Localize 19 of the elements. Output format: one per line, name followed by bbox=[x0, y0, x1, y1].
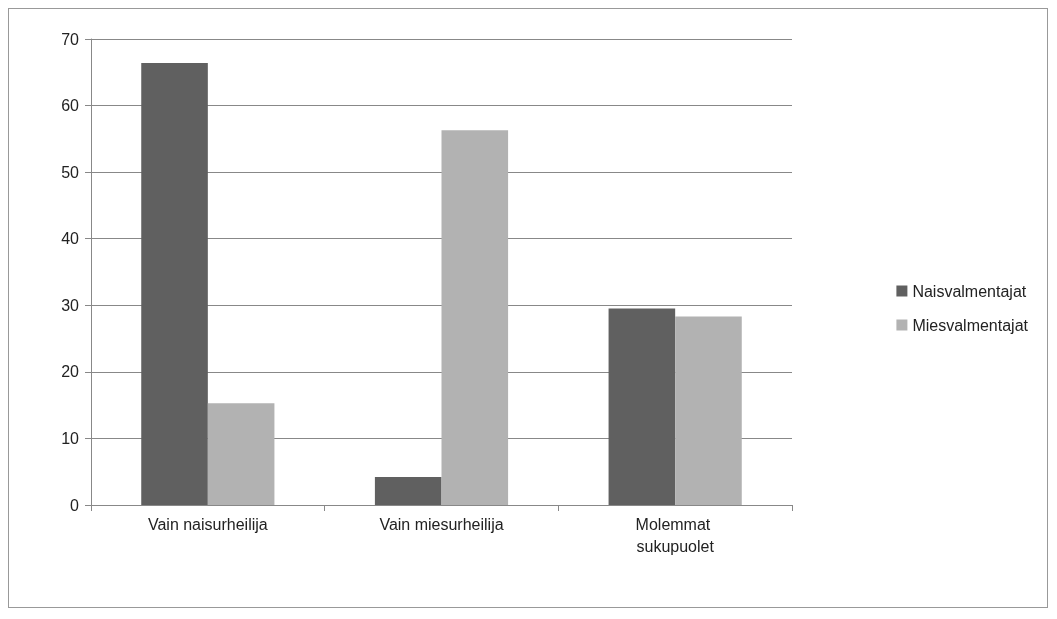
legend-label: Miesvalmentajat bbox=[912, 316, 1029, 334]
bar bbox=[141, 62, 208, 505]
x-tick-label: Vain naisurheilija bbox=[147, 515, 268, 533]
y-tick-label: 40 bbox=[61, 230, 80, 248]
y-tick-label: 20 bbox=[61, 363, 80, 381]
legend-label: Naisvalmentajat bbox=[912, 282, 1027, 300]
y-tick-label: 0 bbox=[70, 496, 80, 514]
bar bbox=[441, 130, 509, 505]
bar bbox=[675, 316, 742, 505]
bar bbox=[374, 477, 442, 505]
y-tick-label: 60 bbox=[61, 97, 80, 115]
y-tick-label: 50 bbox=[61, 163, 80, 181]
bar bbox=[608, 308, 676, 505]
x-tick-label: Molemmat sukupuolet bbox=[635, 515, 715, 555]
y-tick-label: 70 bbox=[61, 30, 80, 48]
x-tick-label: Vain miesurheilija bbox=[379, 515, 504, 533]
y-tick-label: 10 bbox=[61, 429, 80, 447]
y-tick-label: 30 bbox=[61, 296, 80, 314]
bar bbox=[207, 403, 275, 505]
